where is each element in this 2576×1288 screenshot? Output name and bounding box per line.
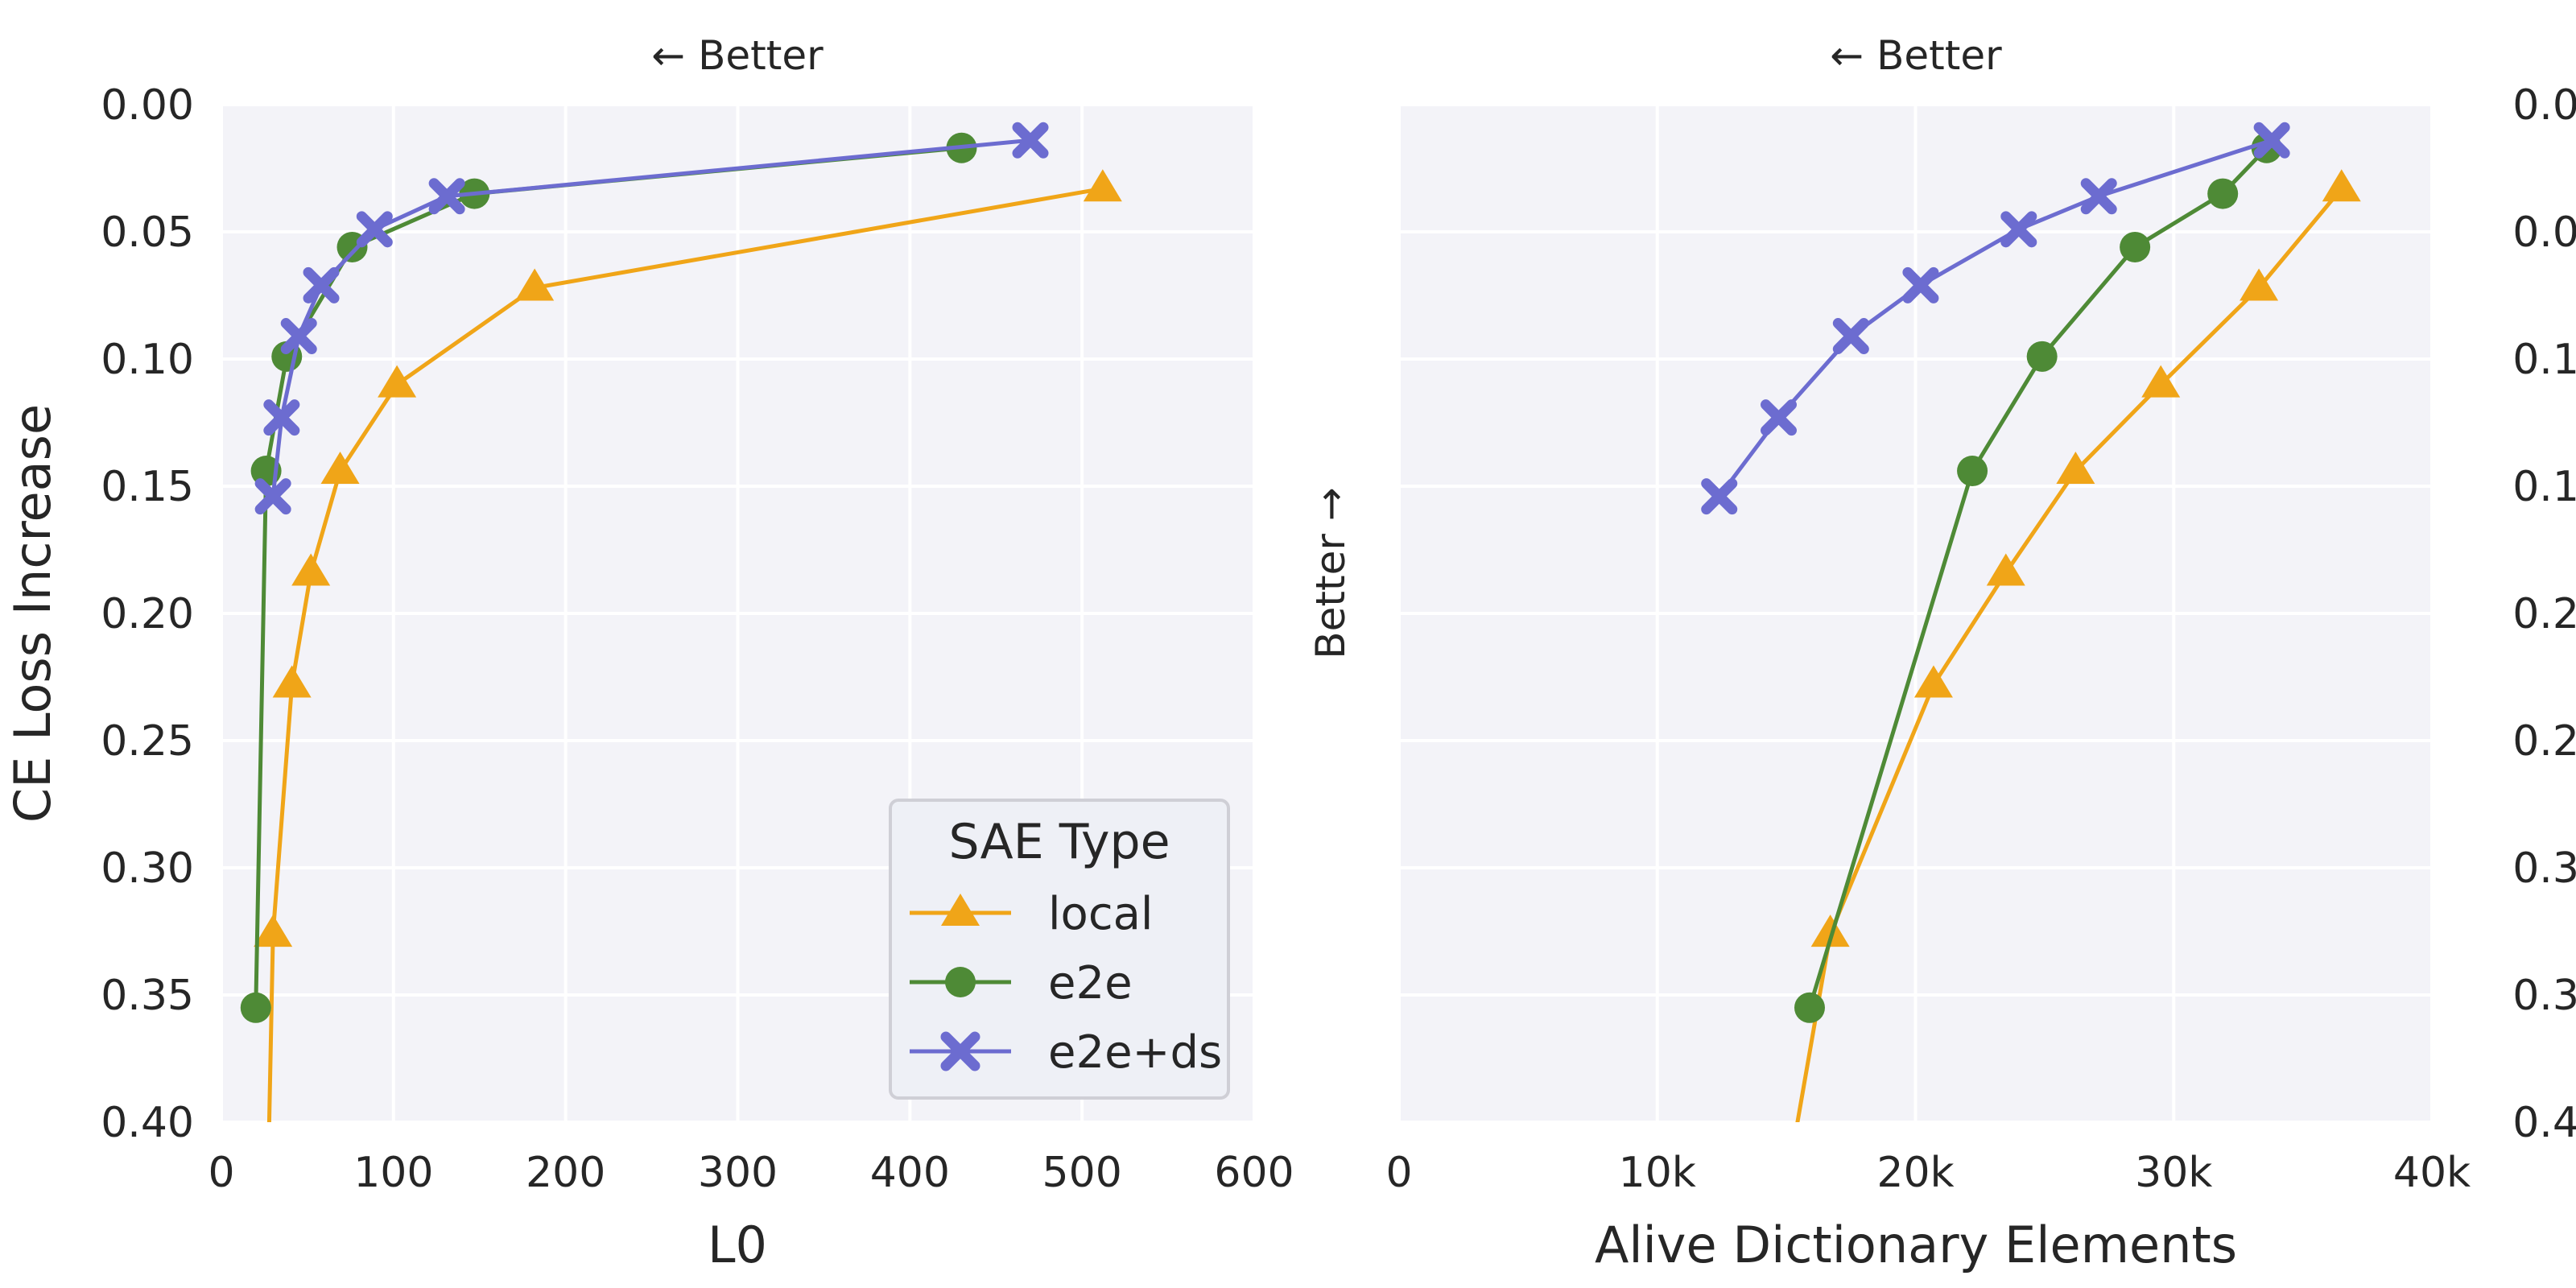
legend: SAE Type local e2e e2e+ds bbox=[889, 799, 1230, 1100]
data-point-e2e bbox=[2207, 178, 2239, 209]
legend-label-local: local bbox=[1048, 888, 1153, 940]
data-point-e2e bbox=[1957, 456, 1988, 487]
y-tick-label-right: 0.05 bbox=[2512, 208, 2576, 257]
data-point-local bbox=[1810, 914, 1850, 947]
data-point-e2e-ds bbox=[1832, 318, 1869, 355]
y-tick-label-left: 0.30 bbox=[101, 844, 194, 893]
y-tick-label-left: 0.25 bbox=[101, 717, 194, 766]
x-tick-label-right: 30k bbox=[2135, 1149, 2212, 1197]
y-tick-label-right: 0.30 bbox=[2512, 844, 2576, 893]
data-point-e2e bbox=[2120, 231, 2151, 262]
x-axis-label-right: Alive Dictionary Elements bbox=[1595, 1216, 2237, 1274]
data-point-e2e bbox=[1794, 992, 1825, 1023]
x-tick-label-left: 0 bbox=[208, 1149, 234, 1197]
legend-entry-local: local bbox=[910, 888, 1153, 940]
y-tick-label-right: 0.35 bbox=[2512, 972, 2576, 1020]
legend-marker-e2e-ds bbox=[940, 1031, 980, 1071]
chart-title-right: ← Better bbox=[1830, 32, 2002, 79]
data-point-e2e-ds bbox=[1012, 122, 1049, 159]
x-tick-label-left: 400 bbox=[870, 1149, 950, 1197]
y-tick-label-right: 0.15 bbox=[2512, 463, 2576, 511]
y-axis-label-right: Better → bbox=[1307, 487, 1354, 658]
data-point-e2e-ds bbox=[1902, 266, 1939, 303]
data-point-e2e-ds bbox=[2080, 178, 2117, 215]
data-point-local bbox=[320, 452, 360, 485]
data-point-e2e-ds bbox=[254, 478, 291, 515]
x-axis-label-left: L0 bbox=[708, 1216, 767, 1274]
data-point-e2e bbox=[240, 992, 271, 1023]
y-tick-label-right: 0.40 bbox=[2512, 1099, 2576, 1147]
data-point-local bbox=[1083, 169, 1122, 202]
data-point-local bbox=[254, 914, 293, 947]
data-point-local bbox=[1986, 553, 2025, 586]
x-tick-label-right: 20k bbox=[1876, 1149, 1954, 1197]
y-tick-label-right: 0.25 bbox=[2512, 717, 2576, 766]
chart-left: 0 100 200 300 400 500 600 0.00 0.05 0.10 0.15 0.20… bbox=[3, 32, 1294, 1288]
data-point-e2e bbox=[2026, 341, 2058, 372]
y-tick-label-left: 0.35 bbox=[101, 972, 194, 1020]
data-point-e2e-ds bbox=[2253, 122, 2290, 159]
x-tick-label-left: 200 bbox=[526, 1149, 605, 1197]
legend-marker-local bbox=[941, 894, 980, 926]
y-tick-label-left: 0.05 bbox=[101, 208, 194, 257]
x-tick-label-left: 300 bbox=[698, 1149, 778, 1197]
data-point-local bbox=[2322, 169, 2361, 202]
data-point-local bbox=[1913, 665, 1953, 698]
legend-box bbox=[889, 799, 1230, 1100]
data-point-e2e-ds bbox=[280, 318, 317, 355]
data-point-e2e-ds bbox=[1761, 399, 1797, 436]
series-line-local bbox=[1795, 187, 2343, 1122]
y-tick-label-left: 0.10 bbox=[101, 336, 194, 384]
data-point-local bbox=[2240, 268, 2279, 301]
data-point-local bbox=[515, 268, 555, 301]
legend-marker-e2e bbox=[945, 967, 976, 997]
legend-title: SAE Type bbox=[948, 814, 1170, 870]
data-point-local bbox=[2141, 365, 2181, 398]
data-point-local bbox=[291, 553, 331, 586]
data-point-e2e-ds bbox=[2000, 211, 2037, 248]
data-point-e2e-ds bbox=[356, 211, 393, 248]
y-tick-label-right: 0.10 bbox=[2512, 336, 2576, 384]
y-tick-label-left: 0.40 bbox=[101, 1099, 194, 1147]
data-point-e2e-ds bbox=[303, 266, 340, 303]
y-tick-label-left: 0.15 bbox=[101, 463, 194, 511]
x-tick-label-right: 0 bbox=[1385, 1149, 1412, 1197]
x-tick-label-right: 10k bbox=[1619, 1149, 1696, 1197]
x-tick-label-left: 100 bbox=[353, 1149, 433, 1197]
legend-entry-e2e: e2e bbox=[910, 957, 1133, 1009]
data-point-e2e-ds bbox=[263, 399, 300, 436]
data-point-local bbox=[2056, 452, 2095, 485]
data-point-local bbox=[378, 365, 417, 398]
data-point-e2e-ds bbox=[1701, 478, 1738, 515]
y-tick-label-left: 0.00 bbox=[101, 81, 194, 130]
x-tick-label-left: 600 bbox=[1214, 1149, 1294, 1197]
y-tick-label-right: 0.00 bbox=[2512, 81, 2576, 130]
y-tick-label-right: 0.20 bbox=[2512, 590, 2576, 638]
chart-title-left: ← Better bbox=[651, 32, 824, 79]
y-tick-label-left: 0.20 bbox=[101, 590, 194, 638]
data-point-e2e-ds bbox=[428, 178, 465, 215]
chart-right: 0 10k 20k 30k 40k 0.00 0.05 0.10 0.15 0.20 0.25 0.… bbox=[1307, 32, 2576, 1274]
y-axis-label-left: CE Loss Increase bbox=[3, 404, 62, 823]
legend-label-e2e-ds: e2e+ds bbox=[1048, 1026, 1222, 1079]
data-point-local bbox=[247, 1256, 286, 1288]
series-line-local bbox=[266, 186, 1104, 1122]
x-tick-label-right: 40k bbox=[2393, 1149, 2471, 1197]
data-point-local bbox=[272, 665, 312, 698]
legend-label-e2e: e2e bbox=[1048, 957, 1133, 1009]
x-tick-label-left: 500 bbox=[1042, 1149, 1122, 1197]
legend-entry-e2e-ds: e2e+ds bbox=[910, 1026, 1222, 1079]
